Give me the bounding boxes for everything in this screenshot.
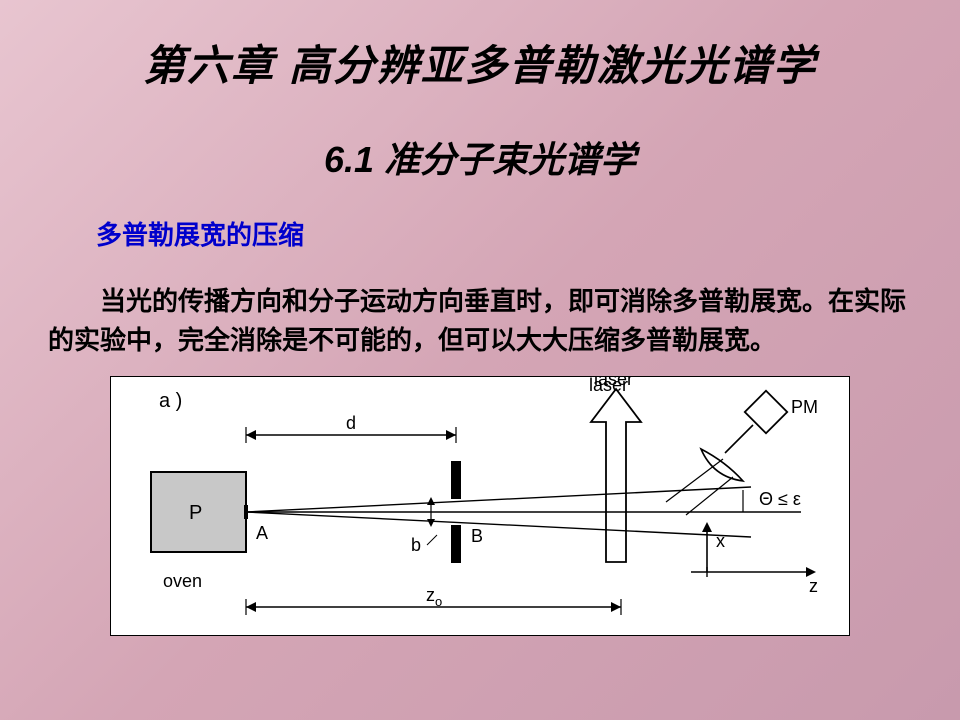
beam-upper xyxy=(246,487,751,512)
dim-d-label: d xyxy=(346,413,356,433)
pm-label: PM xyxy=(791,397,818,417)
sub-heading: 多普勒展宽的压缩 xyxy=(96,215,960,252)
laser-arrow xyxy=(591,389,641,562)
oven-p-label: P xyxy=(189,502,202,524)
gap-b-label: b xyxy=(411,535,421,555)
panel-label: a ) xyxy=(159,390,182,412)
point-b-label: B xyxy=(471,526,483,546)
x-axis-label: x xyxy=(716,531,725,551)
oven-label: oven xyxy=(163,571,202,591)
aperture-bottom xyxy=(451,525,461,563)
body-text: 当光的传播方向和分子运动方向垂直时，即可消除多普勒展宽。在实际的实验中，完全消除… xyxy=(48,282,912,360)
aperture-top xyxy=(451,461,461,499)
beam-diagram: a ) P oven A B b xyxy=(110,376,850,636)
dim-z0-label: zo xyxy=(426,585,442,609)
diagram-container: a ) P oven A B b xyxy=(0,376,960,636)
section-title: 6.1 准分子束光谱学 xyxy=(0,131,960,183)
chapter-title: 第六章 高分辨亚多普勒激光光谱学 xyxy=(0,0,960,93)
point-a-label: A xyxy=(256,523,268,543)
beam-lower xyxy=(246,512,751,537)
theta-label: Θ ≤ ε xyxy=(759,489,801,509)
laser-text: laser xyxy=(589,375,628,396)
z-axis-label: z xyxy=(809,576,818,596)
